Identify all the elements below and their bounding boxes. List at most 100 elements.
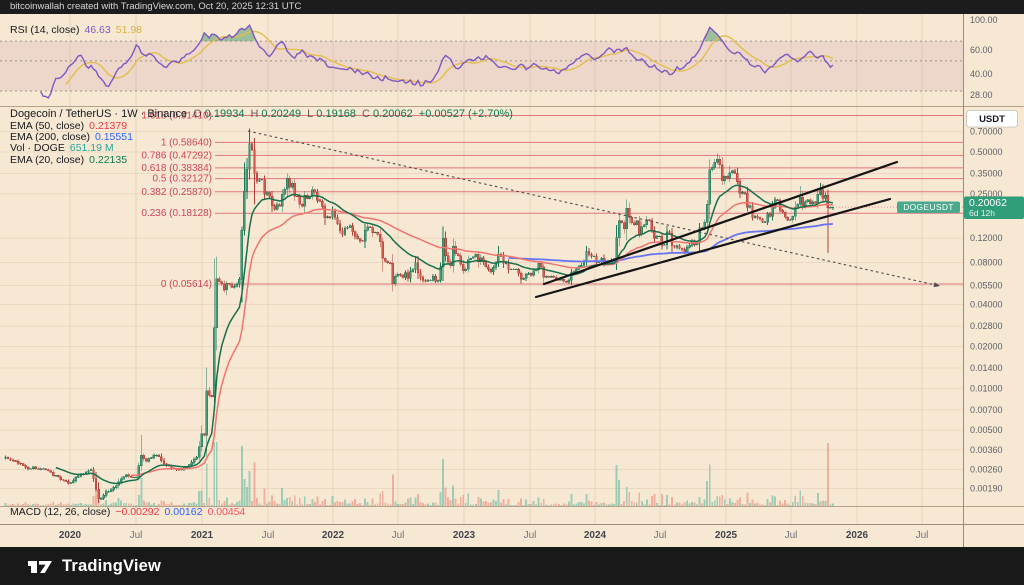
rsi-axis-tick: 60.00: [970, 45, 993, 55]
ascending-channel-upper-line[interactable]: [542, 160, 899, 286]
symbol-legend-row: Dogecoin / TetherUS · 1W · Binance O 0.1…: [10, 108, 513, 121]
tradingview-wordmark[interactable]: TradingView: [62, 556, 162, 575]
price-axis-tick: 0.05500: [970, 280, 1003, 290]
open-label: O: [193, 108, 202, 120]
close-value: 0.20062: [373, 108, 413, 120]
price-axis-tick: 0.00360: [970, 445, 1003, 455]
ema20-label: EMA (20, close): [10, 153, 85, 166]
price-axis-tick: 0.02000: [970, 341, 1003, 351]
ema20-line: [55, 184, 834, 485]
ema20-legend-row: EMA (20, close) 0.22135: [10, 153, 513, 166]
ema20-value: 0.22135: [89, 153, 128, 166]
trendline-arrowhead: [933, 282, 940, 288]
price-axis-tick: 0.08000: [970, 258, 1003, 268]
main-legend: Dogecoin / TetherUS · 1W · Binance O 0.1…: [10, 108, 513, 166]
time-axis-tick: 2020: [59, 530, 82, 541]
price-axis-tick: 0.01400: [970, 363, 1003, 373]
rsi-legend: RSI (14, close) 46.63 51.98: [10, 24, 143, 36]
fib-label: 0 (0.05614): [161, 279, 212, 290]
time-axis-tick: Jul: [654, 530, 667, 541]
ascending-channel-lower-line[interactable]: [534, 197, 892, 299]
price-axis[interactable]: 100.00 60.00 40.00 28.00 0.70000 0.50000 0.350…: [970, 15, 1003, 494]
fib-label: 0.786 (0.47292): [141, 150, 212, 161]
descending-dotted-trendline[interactable]: [247, 130, 941, 287]
rsi-axis-tick: 28.00: [970, 90, 993, 100]
macd-histogram-value: −0.00292: [115, 506, 160, 518]
price-axis-tick: 0.50000: [970, 147, 1003, 157]
rsi-pane: [0, 23, 963, 99]
rsi-value: 46.63: [84, 24, 111, 36]
time-axis-tick: Jul: [262, 530, 275, 541]
fib-label: 0.382 (0.25870): [141, 187, 212, 198]
svg-text:DOGEUSDT: DOGEUSDT: [903, 202, 954, 212]
ema200-value: 0.15551: [94, 130, 133, 143]
price-axis-tick: 0.35000: [970, 169, 1003, 179]
low-value: 0.19168: [316, 108, 357, 120]
price-axis-tick: 0.00260: [970, 465, 1003, 475]
symbol-tag: DOGEUSDT: [897, 201, 960, 213]
horizontal-gridlines: [0, 131, 963, 490]
time-axis-tick: Jul: [392, 530, 405, 541]
time-axis-tick: 2021: [191, 530, 214, 541]
price-axis-tick: 0.12000: [970, 233, 1003, 243]
time-axis-tick: 2023: [453, 530, 476, 541]
price-axis-tick: 0.70000: [970, 127, 1003, 137]
close-label: C: [362, 108, 370, 120]
macd-value: 0.00162: [164, 506, 203, 518]
price-axis-tick: 0.00700: [970, 405, 1003, 415]
snapshot-header: bitcoinwallah created with TradingView.c…: [0, 0, 1024, 14]
macd-signal-value: 0.00454: [207, 506, 246, 518]
ema50-line: [131, 201, 833, 477]
price-pane: 1.618 (0.91410) 1 (0.58640) 0.786 (0.47292…: [0, 111, 963, 506]
macd-legend: MACD (12, 26, close) −0.00292 0.00162 0.…: [10, 506, 246, 518]
time-axis-tick: 2024: [584, 530, 607, 541]
rsi-ma-value: 51.98: [115, 24, 143, 36]
open-value: 0.19934: [204, 108, 245, 120]
time-axis-tick: 2022: [322, 530, 345, 541]
volume-legend-row: Vol · DOGE 651.19 M: [10, 142, 513, 155]
macd-legend-label: MACD (12, 26, close): [10, 506, 111, 518]
fib-label: 1 (0.58640): [161, 137, 212, 148]
change-value: +0.00527 (+2.70%): [418, 108, 513, 120]
ema50-label: EMA (50, close): [10, 119, 85, 132]
usdt-currency-button[interactable]: USDT: [966, 110, 1018, 128]
time-axis-tick: Jul: [785, 530, 798, 541]
tradingview-logo-icon[interactable]: [27, 556, 53, 576]
chart-canvas[interactable]: 1.618 (0.91410) 1 (0.58640) 0.786 (0.47292…: [0, 14, 1024, 547]
price-axis-tick: 0.04000: [970, 300, 1003, 310]
volume-value: 651.19 M: [69, 142, 114, 155]
rsi-axis-tick: 40.00: [970, 69, 993, 79]
ema200-label: EMA (200, close): [10, 130, 90, 143]
footer-bar: TradingView: [0, 547, 1024, 585]
rsi-axis-tick: 100.00: [970, 15, 998, 25]
price-axis-tick: 0.25000: [970, 189, 1003, 199]
volume-histogram: [4, 442, 834, 506]
ema50-value: 0.21379: [89, 119, 128, 132]
price-axis-tick: 0.01000: [970, 383, 1003, 393]
time-axis-tick: 2025: [715, 530, 738, 541]
svg-text:6d 12h: 6d 12h: [969, 208, 995, 218]
pane-separators[interactable]: [0, 14, 1024, 547]
vertical-gridlines: [69, 14, 923, 524]
low-label: L: [307, 108, 314, 120]
high-value: 0.20249: [261, 108, 302, 120]
fib-label: 0.236 (0.18128): [141, 208, 212, 219]
ema200-legend-row: EMA (200, close) 0.15551: [10, 130, 513, 143]
fib-label: 0.618 (0.38384): [141, 163, 212, 174]
time-axis-tick: Jul: [130, 530, 143, 541]
high-label: H: [250, 108, 259, 120]
time-axis-tick: Jul: [524, 530, 537, 541]
time-axis-tick: Jul: [916, 530, 929, 541]
svg-text:0.20062: 0.20062: [969, 197, 1007, 209]
fib-label: 1.618 (0.91410): [141, 111, 212, 122]
time-axis[interactable]: 2020 Jul 2021 Jul 2022 Jul 2023 Jul 2024 Jul 2025 J…: [59, 530, 929, 541]
svg-text:USDT: USDT: [979, 114, 1005, 125]
symbol-title: Dogecoin / TetherUS · 1W · Binance: [10, 108, 188, 120]
price-axis-tick: 0.00190: [970, 484, 1003, 494]
price-axis-tick: 0.00500: [970, 425, 1003, 435]
fib-label: 0.5 (0.32127): [153, 174, 213, 185]
volume-label: Vol · DOGE: [10, 142, 65, 155]
ema50-legend-row: EMA (50, close) 0.21379: [10, 119, 513, 132]
